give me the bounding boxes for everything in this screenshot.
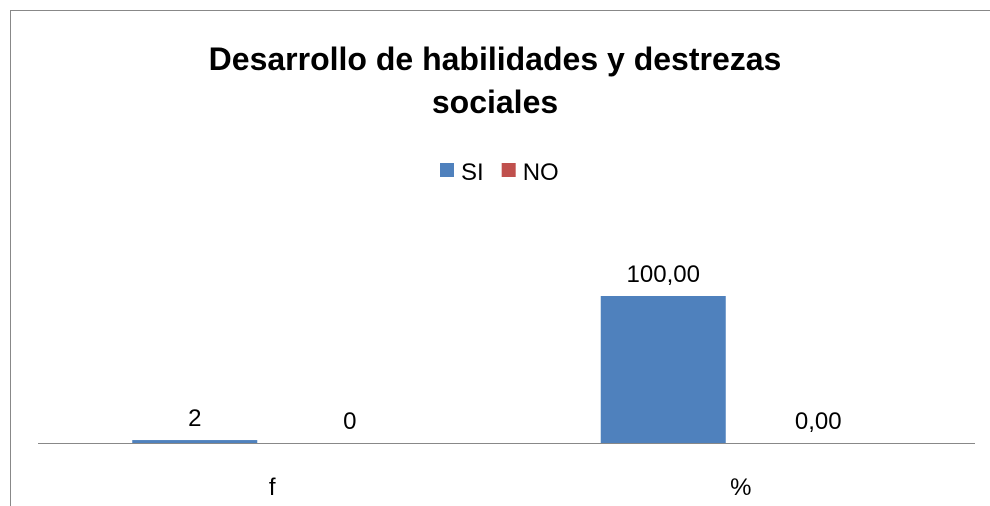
value-label: 2 — [188, 405, 201, 432]
value-label: 100,00 — [627, 261, 700, 288]
x-tick-label: % — [730, 474, 751, 501]
legend-label: SI — [461, 159, 484, 186]
value-label: 0,00 — [795, 408, 842, 435]
chart-title: Desarrollo de habilidades y destrezas so… — [208, 41, 782, 120]
value-label: 0 — [343, 408, 356, 435]
legend-label: NO — [523, 159, 559, 186]
legend-swatch — [440, 163, 454, 177]
bar — [600, 296, 726, 443]
bar — [132, 440, 258, 443]
legend-swatch — [501, 163, 516, 177]
x-tick-label: f — [269, 474, 276, 501]
